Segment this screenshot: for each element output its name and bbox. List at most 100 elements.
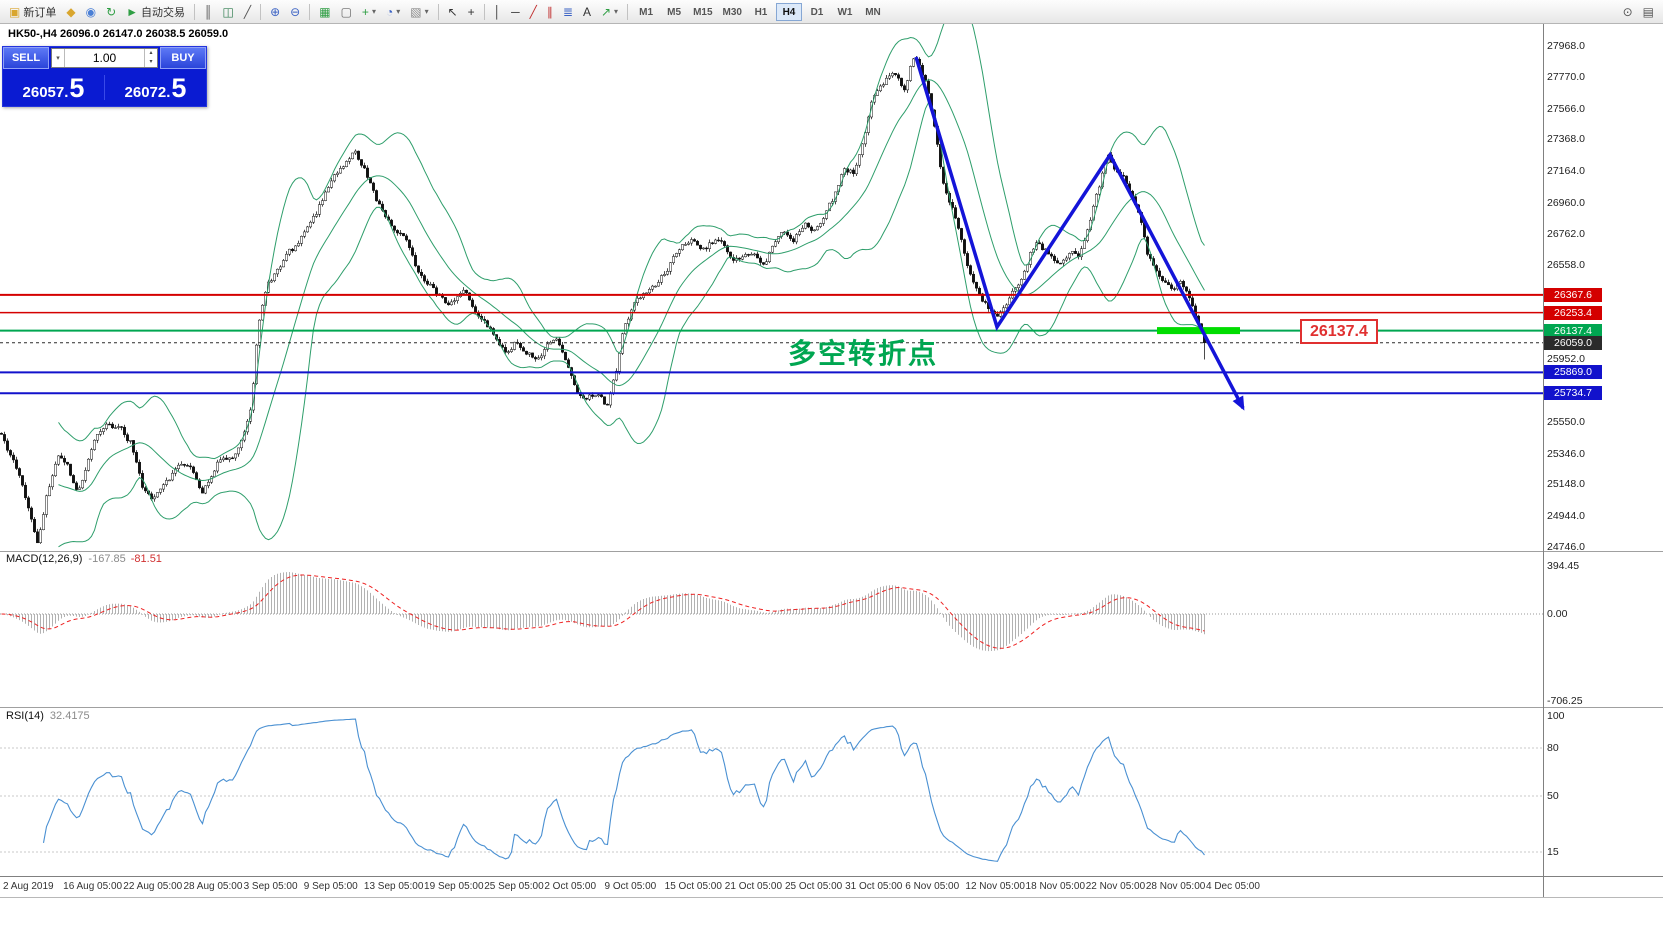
sell-price: 26057. 5 xyxy=(3,73,104,103)
vertical-line-button[interactable]: │ xyxy=(489,2,507,22)
zoom-out-icon: ⊖ xyxy=(290,4,301,19)
macd-signal-value: -81.51 xyxy=(130,553,162,565)
zoom-out-button[interactable]: ⊖ xyxy=(285,2,305,22)
line-chart-button[interactable]: ╱ xyxy=(239,2,256,22)
buy-price: 26072. 5 xyxy=(105,73,206,103)
templates-button[interactable]: ▧ ▾ xyxy=(405,2,433,22)
autotrading-button[interactable]: ► 自动交易 xyxy=(121,2,190,22)
horizontal-line-button[interactable]: ─ xyxy=(506,2,525,22)
timeframe-button-H4[interactable]: H4 xyxy=(775,2,802,21)
toolbar-separator xyxy=(437,3,439,20)
fibonacci-icon: ≣ xyxy=(562,4,573,19)
trade-panel-prices: 26057. 5 26072. 5 xyxy=(3,69,206,106)
toolbar-separator xyxy=(627,3,629,20)
indicators-button[interactable]: + ▾ xyxy=(357,2,381,22)
macd-signal-line xyxy=(1,574,1205,649)
caret-down-icon: ▾ xyxy=(371,7,376,16)
channel-button[interactable]: ∥ xyxy=(542,2,558,22)
turning-point-annotation[interactable]: 多空转折点 xyxy=(788,338,939,369)
volume-up-button[interactable]: ▴ xyxy=(149,50,153,56)
volume-input[interactable]: ▾ 1.00 ▴ ▾ xyxy=(51,48,158,68)
volume-value[interactable]: 1.00 xyxy=(92,51,117,65)
new-order-button[interactable]: ▣ 新订单 xyxy=(4,2,61,22)
timeframe-button-D1[interactable]: D1 xyxy=(810,6,824,18)
cursor-button[interactable]: ↖ xyxy=(443,2,463,22)
timeframe-button-MN[interactable]: MN xyxy=(865,6,881,18)
text-button[interactable]: A xyxy=(578,2,596,22)
highlight-segment[interactable] xyxy=(1157,327,1240,335)
buy-price-main: 26072. xyxy=(124,83,171,101)
trendline-icon: ╱ xyxy=(529,4,537,19)
rsi-value: 32.4175 xyxy=(49,710,90,722)
alerts-button[interactable]: ◆ xyxy=(61,2,80,22)
volume-dropdown-button[interactable]: ▾ xyxy=(52,49,65,67)
timeframe-button-M30[interactable]: M30 xyxy=(722,6,742,18)
toolbar-separator xyxy=(260,3,262,20)
symbol-ohlc-label: HK50-,H4 26096.0 26147.0 26038.5 26059.0 xyxy=(8,28,229,40)
sync-button[interactable]: ↻ xyxy=(101,2,121,22)
fibonacci-button[interactable]: ≣ xyxy=(558,2,578,22)
arrow-icon: ↗ xyxy=(600,4,612,19)
tile-windows-button[interactable]: ▢ xyxy=(336,2,357,22)
add-indicator-icon: + xyxy=(361,4,369,19)
periods-button[interactable]: ◔ ▾ xyxy=(381,2,405,22)
refresh-icon: ↻ xyxy=(106,4,117,19)
buy-price-pip: 5 xyxy=(171,72,187,103)
toolbar-separator xyxy=(194,3,196,20)
sell-price-main: 26057. xyxy=(22,83,69,101)
candlestick-button[interactable]: ◫ xyxy=(218,2,239,22)
volume-down-button[interactable]: ▾ xyxy=(149,59,153,65)
community-button[interactable]: ◉ xyxy=(81,2,101,22)
sell-price-pip: 5 xyxy=(69,72,85,103)
timeframe-button-M1[interactable]: M1 xyxy=(639,6,654,18)
caret-down-icon: ▾ xyxy=(396,7,401,16)
rsi-line xyxy=(42,718,1205,862)
bollinger-lower-band xyxy=(58,101,1205,548)
cursor-icon: ↖ xyxy=(447,4,458,19)
bollinger-upper-band xyxy=(58,8,1205,460)
bar-chart-button[interactable]: ║ xyxy=(199,2,218,22)
horizontal-line-icon: ─ xyxy=(511,4,520,19)
person-icon: ◉ xyxy=(85,4,97,19)
caret-down-icon: ▾ xyxy=(424,7,429,16)
line-chart-icon: ╱ xyxy=(243,4,252,19)
candlestick-icon: ◫ xyxy=(222,4,234,19)
vertical-line-icon: │ xyxy=(493,4,502,19)
zoom-in-icon: ⊕ xyxy=(270,4,281,19)
bar-chart-icon: ║ xyxy=(204,4,213,19)
rsi-label: RSI(14) 32.4175 xyxy=(6,710,90,722)
timeframe-button-M5[interactable]: M5 xyxy=(667,6,682,18)
toolbar-icon-groups: ▣ 新订单 ◆ ◉ ↻ ► 自动交易 ║ ◫ ╱ ⊕ ⊖ ▦ ▢ + ▾ ◔ ▾ ▧ ▾ ↖ + │ ─ ╱ ∥ ≣ A ↗ ▾ xyxy=(4,2,632,22)
bollinger-middle-band xyxy=(58,79,1205,492)
auto-arrange-button[interactable]: ▦ xyxy=(314,2,335,22)
timeframe-button-M15[interactable]: M15 xyxy=(693,6,713,18)
play-icon: ► xyxy=(126,4,139,19)
macd-label: MACD(12,26,9) -167.85 -81.51 xyxy=(6,553,162,565)
window-list-icon: ▤ xyxy=(1642,4,1654,19)
price-divider xyxy=(104,74,105,101)
sell-button[interactable]: SELL xyxy=(3,47,49,69)
caret-down-icon: ▾ xyxy=(614,7,619,16)
search-icon: ⊙ xyxy=(1622,4,1633,19)
text-icon: A xyxy=(582,4,591,19)
trend-arrow[interactable] xyxy=(914,56,1245,411)
buy-button[interactable]: BUY xyxy=(160,47,206,69)
new-order-icon: ▣ xyxy=(9,4,21,19)
window-list-button[interactable]: ▤ xyxy=(1638,2,1659,22)
volume-stepper: ▴ ▾ xyxy=(144,49,157,67)
horn-icon: ◆ xyxy=(66,4,76,19)
price-callout[interactable]: 26137.4 xyxy=(1300,319,1378,344)
arrows-button[interactable]: ↗ ▾ xyxy=(596,2,623,22)
macd-main-value: -167.85 xyxy=(88,553,126,565)
crosshair-button[interactable]: + xyxy=(463,2,480,22)
trendline-button[interactable]: ╱ xyxy=(525,2,542,22)
search-button[interactable]: ⊙ xyxy=(1618,2,1638,22)
timeframe-button-W1[interactable]: W1 xyxy=(837,6,853,18)
timeframe-button-H1[interactable]: H1 xyxy=(754,6,768,18)
new-order-button-label: 新订单 xyxy=(23,6,57,19)
template-icon: ▧ xyxy=(410,4,422,19)
zoom-in-button[interactable]: ⊕ xyxy=(265,2,285,22)
toolbar-right: ⊙ ▤ xyxy=(1618,2,1659,22)
